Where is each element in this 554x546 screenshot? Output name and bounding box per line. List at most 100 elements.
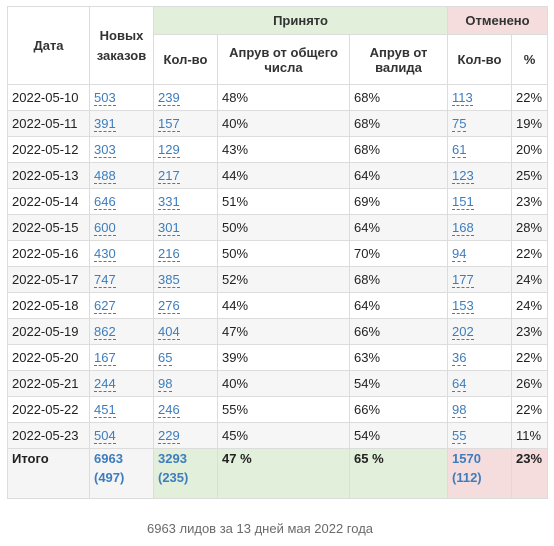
- totals-new-orders: 6963 (497): [89, 448, 154, 499]
- cell-approve-total: 40%: [217, 110, 350, 137]
- table-row: 2022-05-13 488 217 44% 64% 123 25%: [7, 162, 548, 189]
- cell-accepted-count: 157: [153, 110, 218, 137]
- cell-new-orders-link[interactable]: 862: [94, 324, 116, 340]
- cell-accepted-count-link[interactable]: 239: [158, 90, 180, 106]
- table-row: 2022-05-20 167 65 39% 63% 36 22%: [7, 344, 548, 371]
- header-row-groups: Дата Новых заказов Принято Отменено: [7, 6, 548, 85]
- cell-approve-valid: 64%: [349, 214, 448, 241]
- totals-accepted-avg: (235): [158, 470, 189, 485]
- cell-approve-valid: 68%: [349, 266, 448, 293]
- cell-new-orders-link[interactable]: 504: [94, 428, 116, 444]
- cell-accepted-count-link[interactable]: 98: [158, 376, 173, 392]
- cell-accepted-count-link[interactable]: 129: [158, 142, 180, 158]
- cell-approve-total: 44%: [217, 292, 350, 319]
- cell-rejected-count-link[interactable]: 55: [452, 428, 467, 444]
- cell-accepted-count: 276: [153, 292, 218, 319]
- cell-approve-total: 50%: [217, 240, 350, 267]
- totals-approve-total: 47 %: [217, 448, 350, 499]
- cell-rejected-count: 168: [447, 214, 512, 241]
- cell-new-orders-link[interactable]: 167: [94, 350, 116, 366]
- cell-accepted-count: 65: [153, 344, 218, 371]
- cell-new-orders-link[interactable]: 244: [94, 376, 116, 392]
- cell-new-orders-link[interactable]: 303: [94, 142, 116, 158]
- cell-accepted-count-link[interactable]: 301: [158, 220, 180, 236]
- cell-rejected-count-link[interactable]: 113: [452, 90, 473, 106]
- cell-approve-valid: 66%: [349, 396, 448, 423]
- cell-new-orders-link[interactable]: 503: [94, 90, 116, 106]
- cell-rejected-count-link[interactable]: 64: [452, 376, 467, 392]
- totals-label: Итого: [7, 448, 90, 499]
- cell-approve-total: 48%: [217, 84, 350, 111]
- cell-new-orders-link[interactable]: 451: [94, 402, 116, 418]
- cell-rejected-count-link[interactable]: 98: [452, 402, 467, 418]
- cell-new-orders: 862: [89, 318, 154, 345]
- cell-accepted-count: 246: [153, 396, 218, 423]
- header-date: Дата: [7, 6, 90, 85]
- cell-new-orders-link[interactable]: 488: [94, 168, 116, 184]
- cell-accepted-count-link[interactable]: 246: [158, 402, 180, 418]
- cell-approve-total: 55%: [217, 396, 350, 423]
- cell-rejected-count: 36: [447, 344, 512, 371]
- cell-approve-total: 40%: [217, 370, 350, 397]
- totals-rejected: 1570 (112): [447, 448, 512, 499]
- table-row: 2022-05-23 504 229 45% 54% 55 11%: [7, 422, 548, 449]
- cell-new-orders: 600: [89, 214, 154, 241]
- cell-accepted-count-link[interactable]: 216: [158, 246, 180, 262]
- cell-new-orders-link[interactable]: 391: [94, 116, 116, 132]
- cell-accepted-count: 331: [153, 188, 218, 215]
- cell-new-orders-link[interactable]: 747: [94, 272, 116, 288]
- cell-approve-total: 43%: [217, 136, 350, 163]
- cell-approve-valid: 68%: [349, 84, 448, 111]
- cell-rejected-pct: 25%: [511, 162, 548, 189]
- cell-new-orders-link[interactable]: 627: [94, 298, 116, 314]
- cell-rejected-count-link[interactable]: 75: [452, 116, 467, 132]
- header-accepted-count: Кол-во: [153, 34, 218, 85]
- cell-accepted-count-link[interactable]: 331: [158, 194, 180, 210]
- cell-date: 2022-05-21: [7, 370, 90, 397]
- cell-rejected-count: 123: [447, 162, 512, 189]
- totals-rejected-pct: 23%: [511, 448, 548, 499]
- cell-rejected-count-link[interactable]: 177: [452, 272, 474, 288]
- totals-new-orders-sum: 6963: [94, 451, 123, 466]
- cell-rejected-count-link[interactable]: 151: [452, 194, 474, 210]
- cell-rejected-count: 98: [447, 396, 512, 423]
- cell-accepted-count-link[interactable]: 65: [158, 350, 173, 366]
- cell-accepted-count-link[interactable]: 229: [158, 428, 180, 444]
- cell-new-orders-link[interactable]: 600: [94, 220, 116, 236]
- cell-date: 2022-05-14: [7, 188, 90, 215]
- cell-date: 2022-05-15: [7, 214, 90, 241]
- cell-new-orders: 627: [89, 292, 154, 319]
- cell-rejected-pct: 20%: [511, 136, 548, 163]
- cell-rejected-count-link[interactable]: 202: [452, 324, 474, 340]
- cell-accepted-count-link[interactable]: 217: [158, 168, 180, 184]
- cell-date: 2022-05-19: [7, 318, 90, 345]
- cell-new-orders: 504: [89, 422, 154, 449]
- cell-new-orders-link[interactable]: 430: [94, 246, 116, 262]
- cell-accepted-count: 229: [153, 422, 218, 449]
- cell-accepted-count-link[interactable]: 276: [158, 298, 180, 314]
- cell-date: 2022-05-17: [7, 266, 90, 293]
- header-rejected-group: Отменено: [447, 6, 548, 35]
- header-rejected-count: Кол-во: [447, 34, 512, 85]
- cell-new-orders: 430: [89, 240, 154, 267]
- totals-rejected-avg: (112): [452, 470, 482, 485]
- cell-accepted-count-link[interactable]: 385: [158, 272, 180, 288]
- cell-rejected-count-link[interactable]: 61: [452, 142, 467, 158]
- table-row: 2022-05-22 451 246 55% 66% 98 22%: [7, 396, 548, 423]
- table-row: 2022-05-17 747 385 52% 68% 177 24%: [7, 266, 548, 293]
- cell-rejected-count-link[interactable]: 168: [452, 220, 474, 236]
- cell-accepted-count-link[interactable]: 404: [158, 324, 180, 340]
- cell-rejected-count: 55: [447, 422, 512, 449]
- cell-new-orders: 503: [89, 84, 154, 111]
- cell-rejected-count-link[interactable]: 153: [452, 298, 474, 314]
- cell-accepted-count-link[interactable]: 157: [158, 116, 180, 132]
- table-row: 2022-05-16 430 216 50% 70% 94 22%: [7, 240, 548, 267]
- cell-approve-valid: 68%: [349, 136, 448, 163]
- cell-rejected-count-link[interactable]: 94: [452, 246, 467, 262]
- cell-new-orders-link[interactable]: 646: [94, 194, 116, 210]
- cell-approve-valid: 63%: [349, 344, 448, 371]
- cell-approve-valid: 54%: [349, 370, 448, 397]
- cell-rejected-count-link[interactable]: 123: [452, 168, 474, 184]
- cell-rejected-count-link[interactable]: 36: [452, 350, 467, 366]
